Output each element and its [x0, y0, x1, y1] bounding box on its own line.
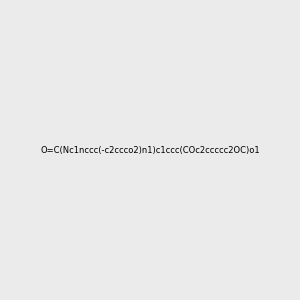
- Text: O=C(Nc1nccc(-c2ccco2)n1)c1ccc(COc2ccccc2OC)o1: O=C(Nc1nccc(-c2ccco2)n1)c1ccc(COc2ccccc2…: [40, 146, 260, 154]
